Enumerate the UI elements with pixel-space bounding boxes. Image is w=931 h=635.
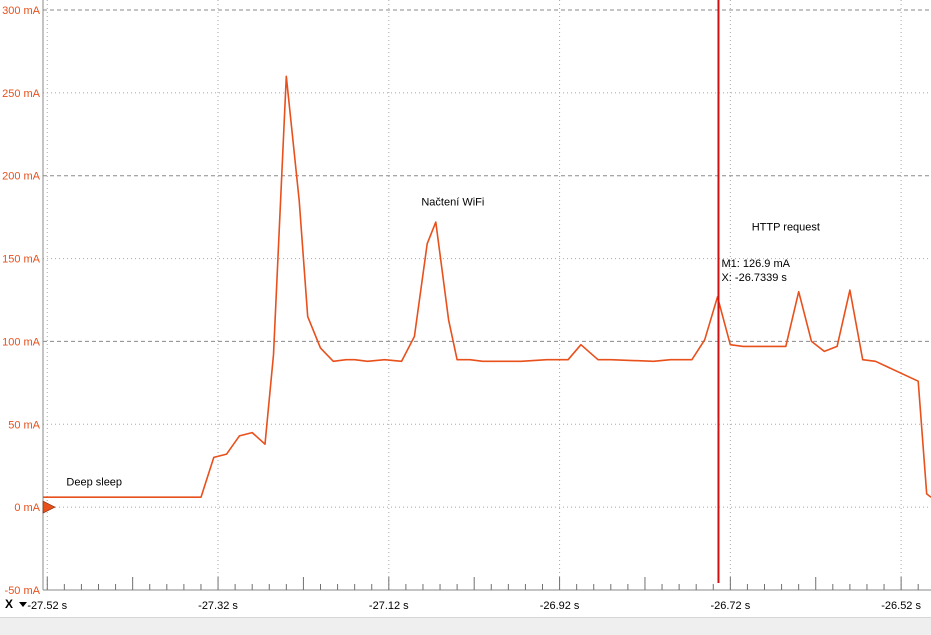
- y-tick-label: -50 mA: [5, 585, 41, 597]
- status-bar: [0, 617, 931, 635]
- annotation-layer: Deep sleep Načtení WiFi HTTP request: [42, 197, 820, 514]
- x-tick-label: -26.72 s: [710, 600, 750, 612]
- current-trace: [43, 75, 931, 499]
- y-tick-label: 50 mA: [8, 419, 40, 431]
- x-tick-label: -27.52 s: [27, 600, 67, 612]
- y-tick-label: 0 mA: [14, 502, 40, 514]
- annotation-label: Deep sleep: [66, 477, 122, 489]
- chevron-down-icon: [19, 601, 27, 607]
- y-tick-label: 100 mA: [2, 336, 41, 348]
- annotation-label: HTTP request: [752, 221, 820, 233]
- axis-selector-button[interactable]: X: [3, 596, 29, 612]
- y-tick-label: 300 mA: [2, 5, 41, 17]
- grid-lines: [42, 0, 931, 591]
- marker-m1-x: X: -26.7339 s: [721, 272, 787, 284]
- x-tick-label: -27.12 s: [369, 600, 409, 612]
- axis-selector-label: X: [5, 597, 14, 611]
- y-tick-label: 200 mA: [2, 171, 41, 183]
- marker-layer[interactable]: M1: 126.9 mA X: -26.7339 s: [717, 0, 791, 583]
- series-layer: [43, 75, 931, 499]
- x-tick-label: -26.52 s: [881, 600, 921, 612]
- y-tick-label: 250 mA: [2, 88, 41, 100]
- x-axis-labels: -27.52 s -27.32 s -27.12 s -26.92 s -26.72 s…: [27, 600, 921, 612]
- x-minor-ticks: [46, 577, 919, 590]
- x-tick-label: -27.32 s: [198, 600, 238, 612]
- y-axis-labels: -50 mA 0 mA 50 mA 100 mA 150 mA 200 mA 250 mA 3…: [2, 5, 41, 597]
- zero-level-marker-icon: [42, 500, 56, 514]
- x-tick-label: -26.92 s: [540, 600, 580, 612]
- annotation-label: Načtení WiFi: [421, 197, 484, 209]
- marker-m1-value: M1: 126.9 mA: [721, 258, 790, 270]
- y-tick-label: 150 mA: [2, 254, 41, 266]
